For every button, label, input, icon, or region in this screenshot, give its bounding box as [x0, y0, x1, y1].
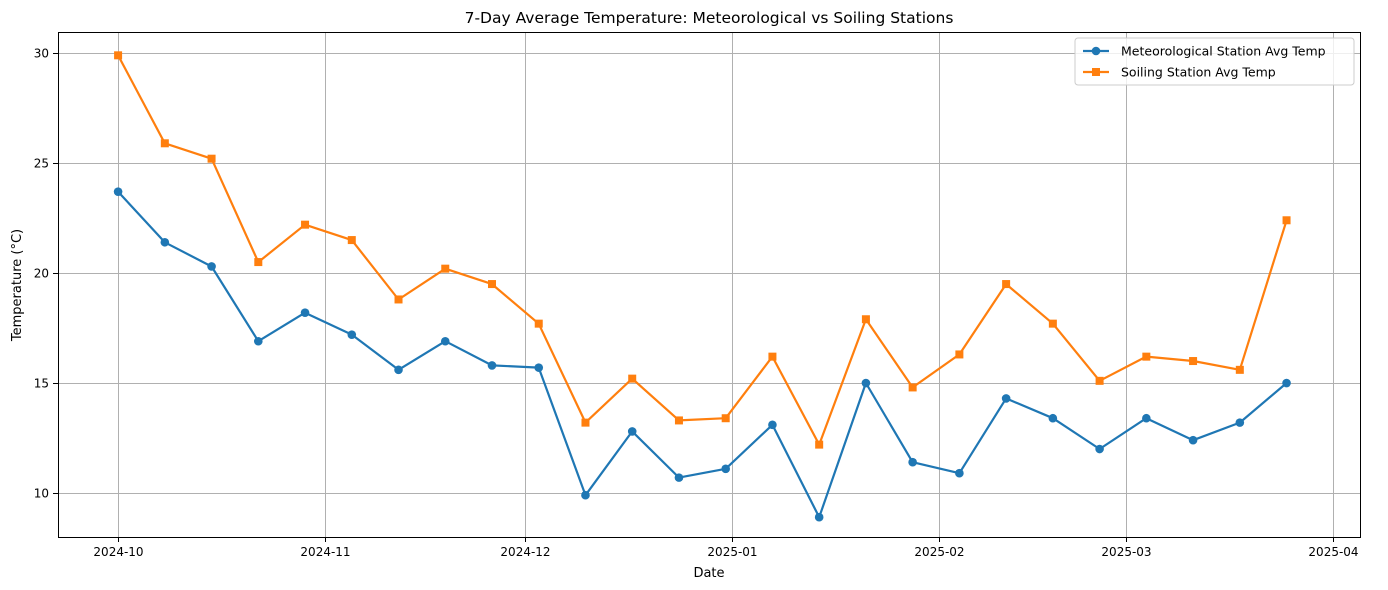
data-point	[581, 418, 590, 427]
x-tick-label: 2025-01	[707, 545, 757, 559]
legend-label: Meteorological Station Avg Temp	[1121, 44, 1326, 59]
data-point	[300, 308, 310, 317]
data-point	[955, 468, 964, 478]
chart-title: 7-Day Average Temperature: Meteorologica…	[465, 9, 954, 27]
data-point	[908, 383, 917, 392]
data-point	[721, 414, 730, 423]
data-point	[674, 473, 684, 482]
data-point	[628, 374, 637, 383]
data-point	[1235, 365, 1244, 374]
data-point	[908, 457, 917, 467]
data-point	[1142, 413, 1151, 423]
y-tick-label: 30	[34, 47, 49, 61]
x-tick-label: 2025-02	[914, 545, 964, 559]
data-point	[160, 139, 169, 148]
data-point	[534, 319, 543, 328]
legend: Meteorological Station Avg Temp Soiling S…	[1074, 37, 1355, 86]
data-point	[768, 420, 777, 430]
data-point	[114, 51, 123, 60]
legend-box	[1074, 37, 1355, 86]
data-point	[955, 350, 964, 359]
data-point	[347, 330, 357, 339]
data-point	[1188, 435, 1198, 445]
x-tick-label: 2024-10	[93, 545, 143, 559]
data-point	[721, 464, 730, 474]
legend-item: Soiling Station Avg Temp	[1083, 65, 1276, 80]
gridlines	[58, 32, 1360, 537]
data-point	[254, 258, 263, 267]
data-point	[1142, 352, 1151, 361]
x-tick-label: 2024-12	[500, 545, 550, 559]
data-point	[254, 336, 263, 346]
data-point	[1282, 378, 1291, 388]
data-point	[814, 512, 824, 522]
data-point	[861, 378, 871, 388]
series-line	[117, 54, 1288, 446]
data-point	[394, 365, 403, 375]
plot-series	[113, 51, 1291, 522]
data-point	[207, 154, 216, 163]
data-point	[815, 440, 824, 449]
y-tick-label: 10	[34, 487, 49, 501]
x-tick-label: 2025-04	[1308, 545, 1358, 559]
data-point	[674, 416, 683, 425]
data-point	[1282, 216, 1291, 225]
data-point	[861, 315, 870, 324]
data-point	[1095, 376, 1104, 385]
legend-label: Soiling Station Avg Temp	[1121, 65, 1276, 80]
data-point	[441, 264, 450, 273]
y-tick-label: 15	[34, 377, 49, 391]
plot-frame	[58, 32, 1361, 538]
data-point	[1001, 394, 1011, 403]
y-tick-label: 25	[34, 157, 49, 171]
data-point	[768, 352, 777, 361]
data-point	[113, 187, 123, 196]
data-point	[534, 363, 544, 372]
data-point	[1235, 418, 1245, 427]
series-line	[117, 190, 1288, 519]
data-point	[440, 336, 450, 346]
series-1	[113, 187, 1291, 522]
x-tick-label: 2024-11	[300, 545, 350, 559]
data-point	[1002, 280, 1011, 289]
data-point	[347, 236, 356, 245]
data-point	[487, 361, 497, 370]
y-axis-label: Temperature (°C)	[10, 229, 25, 342]
data-point	[1189, 357, 1198, 366]
y-tick-label: 20	[34, 267, 49, 281]
data-point	[394, 295, 403, 304]
data-point	[301, 220, 310, 229]
data-point	[581, 490, 590, 500]
legend-marker	[1092, 68, 1100, 76]
x-axis: 2024-10 2024-11 2024-12 2025-01 2025-02 2025-…	[93, 537, 1359, 559]
x-tick-label: 2025-03	[1101, 545, 1151, 559]
data-point	[207, 262, 216, 271]
data-point	[1048, 413, 1058, 423]
x-axis-label: Date	[693, 566, 724, 581]
series-2	[114, 51, 1291, 449]
data-point	[1095, 444, 1104, 454]
data-point	[160, 237, 170, 247]
data-point	[627, 427, 637, 436]
data-point	[488, 280, 496, 289]
legend-marker	[1091, 46, 1101, 56]
data-point	[1048, 319, 1057, 328]
y-axis: 10 15 20 25 30	[34, 47, 58, 501]
legend-item: Meteorological Station Avg Temp	[1083, 44, 1326, 59]
